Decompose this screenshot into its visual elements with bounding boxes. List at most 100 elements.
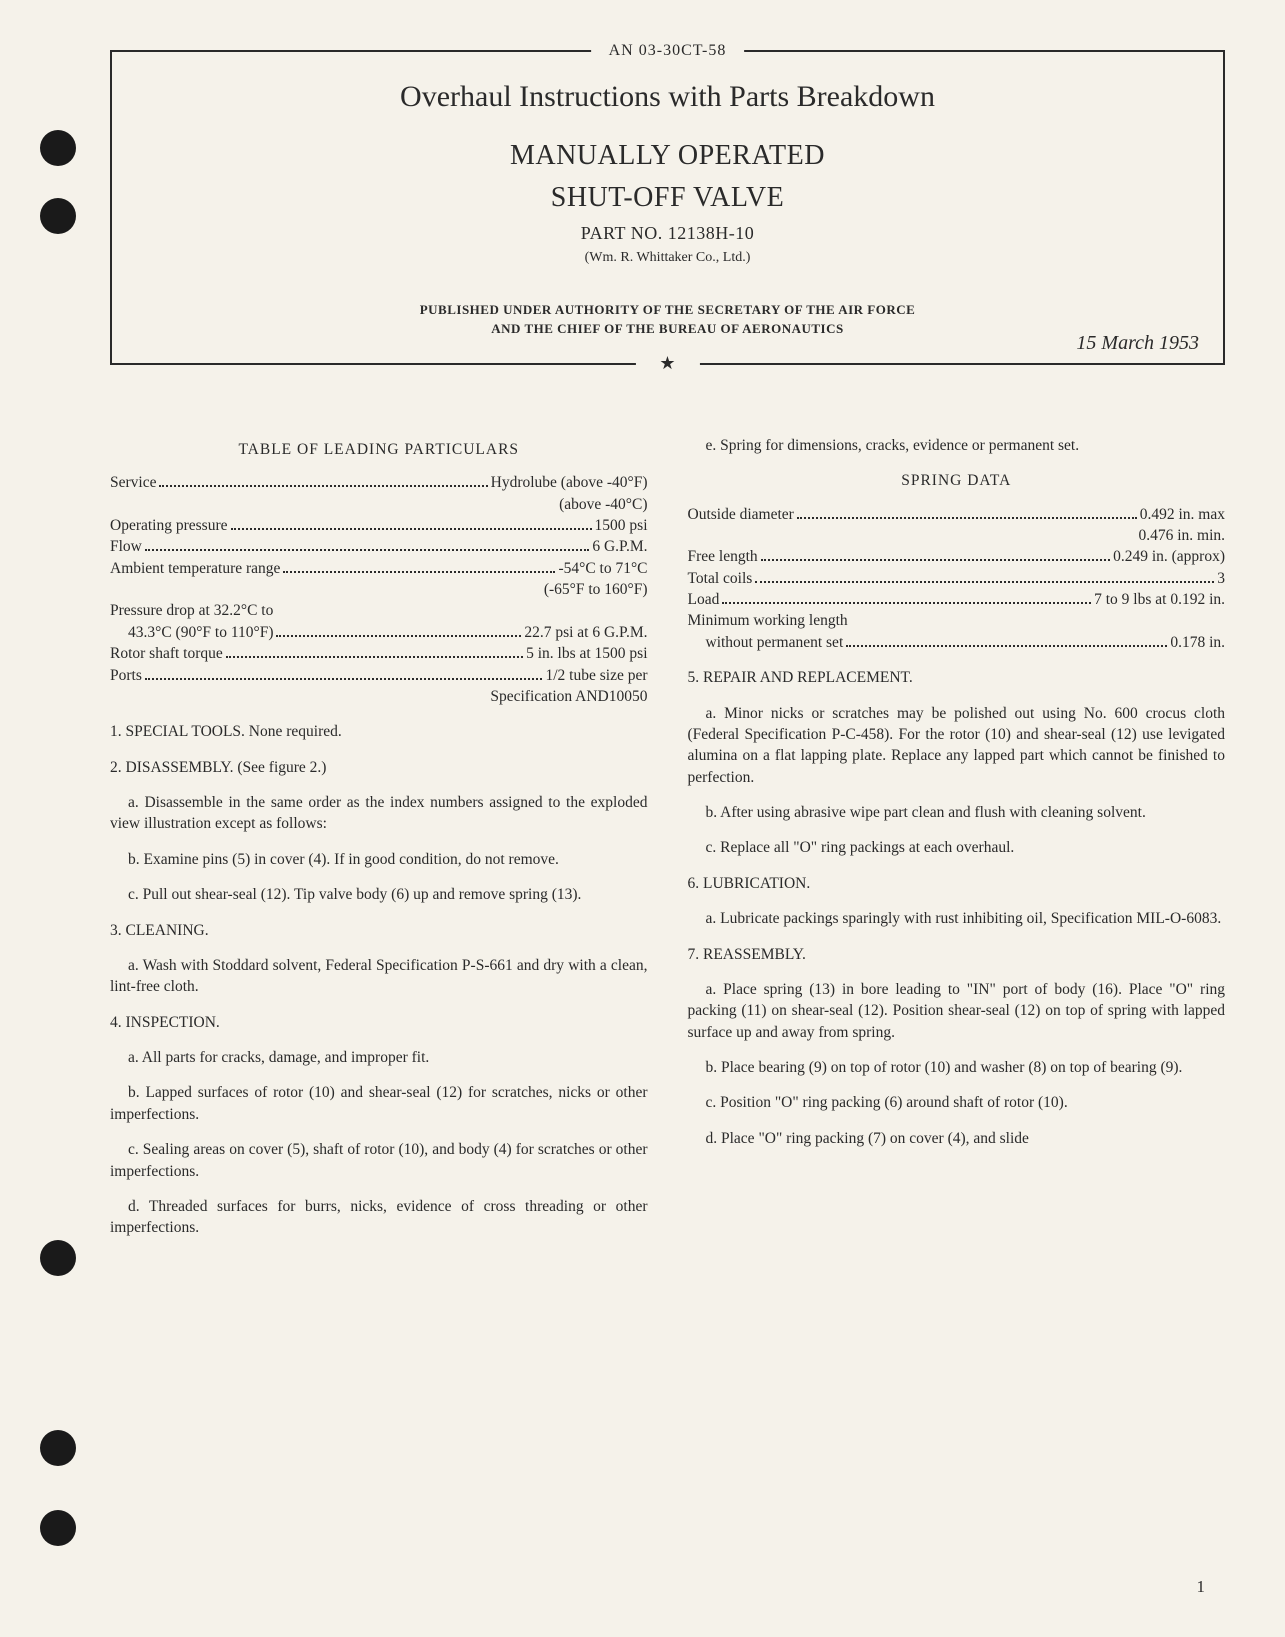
leader-dots — [846, 645, 1167, 647]
star-divider: ★ — [635, 353, 699, 374]
tlp-heading: TABLE OF LEADING PARTICULARS — [110, 439, 648, 460]
document-number: AN 03-30CT-58 — [591, 42, 745, 60]
spec-row: Operating pressure 1500 psi — [110, 515, 648, 536]
leader-dots — [159, 485, 487, 487]
leader-dots — [145, 549, 589, 551]
spec-value: -54°C to 71°C — [558, 558, 647, 579]
spec-value: Hydrolube (above -40°F) — [491, 472, 648, 493]
spec-label: Pressure drop at 32.2°C to — [110, 600, 273, 621]
para-5a: a. Minor nicks or scratches may be polis… — [688, 703, 1226, 789]
right-column: e. Spring for dimensions, cracks, eviden… — [688, 435, 1226, 1239]
leader-dots — [276, 635, 521, 637]
para-5c: c. Replace all "O" ring packings at each… — [688, 837, 1226, 858]
para-6a: a. Lubricate packings sparingly with rus… — [688, 908, 1226, 929]
spec-row: Load 7 to 9 lbs at 0.192 in. — [688, 589, 1226, 610]
spec-value: 0.492 in. max — [1140, 504, 1225, 525]
spec-label: Ports — [110, 665, 142, 686]
spec-row: Ports 1/2 tube size per — [110, 665, 648, 686]
para-4a: a. All parts for cracks, damage, and imp… — [110, 1047, 648, 1068]
spec-label: Flow — [110, 536, 142, 557]
spec-row: Rotor shaft torque 5 in. lbs at 1500 psi — [110, 643, 648, 664]
spec-label: 43.3°C (90°F to 110°F) — [128, 622, 273, 643]
leader-dots — [145, 678, 543, 680]
spec-value: 5 in. lbs at 1500 psi — [526, 643, 647, 664]
punch-hole — [40, 1510, 76, 1546]
leader-dots — [231, 528, 592, 530]
section-3: 3. CLEANING. — [110, 920, 648, 941]
para-7d: d. Place "O" ring packing (7) on cover (… — [688, 1128, 1226, 1149]
para-4c: c. Sealing areas on cover (5), shaft of … — [110, 1139, 648, 1182]
leader-dots — [226, 656, 523, 658]
para-5b: b. After using abrasive wipe part clean … — [688, 802, 1226, 823]
para-2c: c. Pull out shear-seal (12). Tip valve b… — [110, 884, 648, 905]
para-2b: b. Examine pins (5) in cover (4). If in … — [110, 849, 648, 870]
spec-value: 7 to 9 lbs at 0.192 in. — [1094, 589, 1225, 610]
spec-value: 1/2 tube size per — [545, 665, 647, 686]
spring-data-heading: SPRING DATA — [688, 470, 1226, 491]
spec-row: Pressure drop at 32.2°C to — [110, 600, 648, 621]
section-7: 7. REASSEMBLY. — [688, 944, 1226, 965]
spec-value: 22.7 psi at 6 G.P.M. — [524, 622, 647, 643]
main-title: Overhaul Instructions with Parts Breakdo… — [152, 80, 1183, 114]
spec-label: Free length — [688, 546, 758, 567]
para-3a: a. Wash with Stoddard solvent, Federal S… — [110, 955, 648, 998]
tlp-specs: Service Hydrolube (above -40°F)(above -40… — [110, 472, 648, 707]
spec-row: Total coils 3 — [688, 568, 1226, 589]
punch-hole — [40, 1240, 76, 1276]
spec-label: Minimum working length — [688, 610, 848, 631]
spec-row: Service Hydrolube (above -40°F) — [110, 472, 648, 493]
spec-value: 0.249 in. (approx) — [1113, 546, 1225, 567]
para-7a: a. Place spring (13) in bore leading to … — [688, 979, 1226, 1043]
para-4d: d. Threaded surfaces for burrs, nicks, e… — [110, 1196, 648, 1239]
sub-title-2: SHUT-OFF VALVE — [152, 180, 1183, 216]
spec-continuation: 0.476 in. min. — [688, 525, 1226, 546]
company: (Wm. R. Whittaker Co., Ltd.) — [152, 250, 1183, 266]
spec-row: Ambient temperature range -54°C to 71°C — [110, 558, 648, 579]
para-4e: e. Spring for dimensions, cracks, eviden… — [688, 435, 1226, 456]
spec-label: Ambient temperature range — [110, 558, 280, 579]
para-4b: b. Lapped surfaces of rotor (10) and she… — [110, 1082, 648, 1125]
spec-value: 3 — [1217, 568, 1225, 589]
para-7c: c. Position "O" ring packing (6) around … — [688, 1092, 1226, 1113]
title-box: AN 03-30CT-58 Overhaul Instructions with… — [110, 50, 1225, 365]
spec-label: Service — [110, 472, 156, 493]
para-7b: b. Place bearing (9) on top of rotor (10… — [688, 1057, 1226, 1078]
spring-specs: Outside diameter0.492 in. max0.476 in. m… — [688, 504, 1226, 654]
spec-row: 43.3°C (90°F to 110°F) 22.7 psi at 6 G.P.… — [110, 622, 648, 643]
spec-row: Minimum working length — [688, 610, 1226, 631]
section-1: 1. SPECIAL TOOLS. None required. — [110, 721, 648, 742]
punch-hole — [40, 198, 76, 234]
spec-label: Operating pressure — [110, 515, 228, 536]
publication-date: 15 March 1953 — [1076, 332, 1199, 355]
page-number: 1 — [1197, 1577, 1206, 1597]
spec-label: Total coils — [688, 568, 753, 589]
leader-dots — [755, 581, 1214, 583]
section-5: 5. REPAIR AND REPLACEMENT. — [688, 667, 1226, 688]
spec-row: Outside diameter0.492 in. max — [688, 504, 1226, 525]
leader-dots — [283, 571, 555, 573]
spec-row: without permanent set0.178 in. — [688, 632, 1226, 653]
section-2: 2. DISASSEMBLY. (See figure 2.) — [110, 757, 648, 778]
section-6: 6. LUBRICATION. — [688, 873, 1226, 894]
leader-dots — [722, 602, 1091, 604]
content-columns: TABLE OF LEADING PARTICULARS Service Hydr… — [110, 435, 1225, 1239]
left-column: TABLE OF LEADING PARTICULARS Service Hydr… — [110, 435, 648, 1239]
authority-line-2: AND THE CHIEF OF THE BUREAU OF AERONAUTI… — [152, 319, 1183, 339]
spec-value: 1500 psi — [595, 515, 648, 536]
spec-continuation: Specification AND10050 — [110, 686, 648, 707]
spec-label: Rotor shaft torque — [110, 643, 223, 664]
sub-title-1: MANUALLY OPERATED — [152, 138, 1183, 174]
punch-hole — [40, 130, 76, 166]
spec-continuation: (-65°F to 160°F) — [110, 579, 648, 600]
spec-label: Load — [688, 589, 720, 610]
authority-line-1: PUBLISHED UNDER AUTHORITY OF THE SECRETA… — [152, 300, 1183, 320]
spec-label: without permanent set — [706, 632, 844, 653]
spec-row: Free length 0.249 in. (approx) — [688, 546, 1226, 567]
punch-hole — [40, 1430, 76, 1466]
leader-dots — [761, 559, 1110, 561]
spec-continuation: (above -40°C) — [110, 494, 648, 515]
para-2a: a. Disassemble in the same order as the … — [110, 792, 648, 835]
leader-dots — [797, 517, 1137, 519]
part-number: PART NO. 12138H-10 — [152, 223, 1183, 244]
spec-value: 6 G.P.M. — [592, 536, 647, 557]
